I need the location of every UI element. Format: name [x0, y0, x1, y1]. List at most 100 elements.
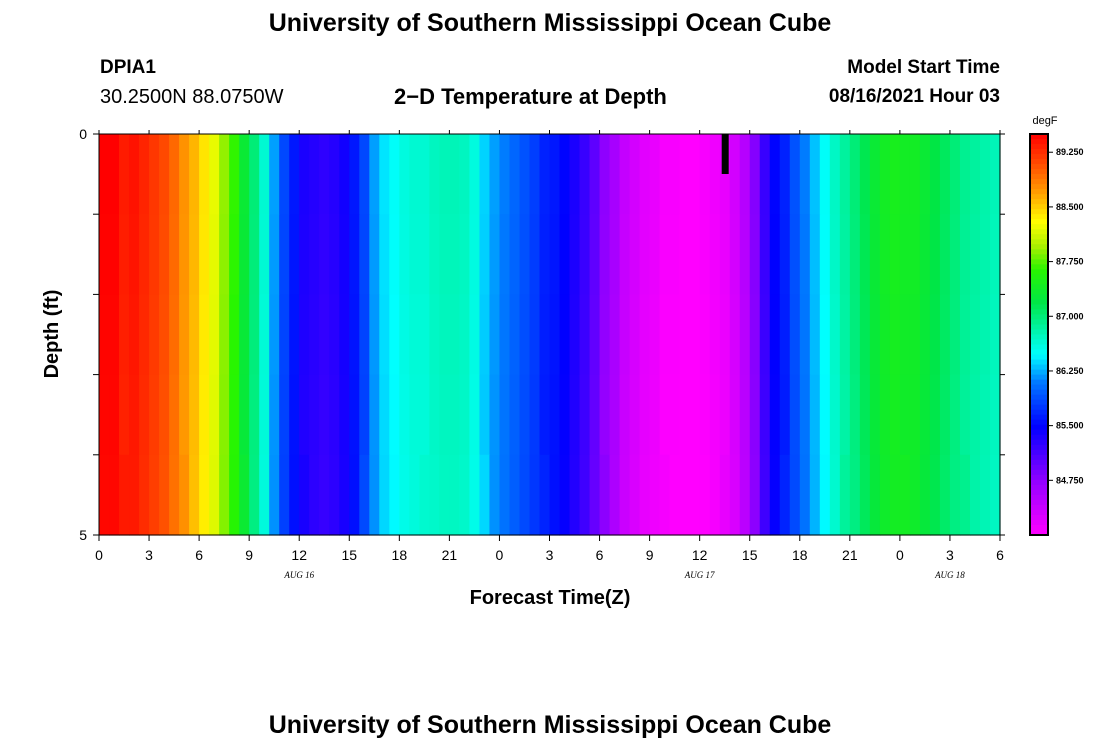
station-id: DPIA1 [100, 57, 156, 78]
y-tick-label: 5 [79, 527, 87, 543]
heatmap-cell [139, 294, 150, 376]
heatmap-cell [699, 374, 711, 456]
heatmap-cell [889, 374, 901, 456]
heatmap-cell [169, 454, 180, 536]
heatmap-cell [959, 374, 971, 456]
x-tick-label: 15 [341, 547, 357, 563]
heatmap-cell [399, 294, 410, 376]
heatmap-cell [209, 374, 220, 456]
heatmap-cell [729, 454, 741, 536]
heatmap-cell [729, 374, 741, 456]
colorbar-segment [1030, 199, 1048, 205]
heatmap-cell [659, 214, 671, 295]
heatmap-cell [779, 454, 791, 536]
heatmap-cell [869, 214, 881, 295]
heatmap-cell [339, 294, 350, 376]
heatmap-cell [429, 134, 440, 215]
heatmap-cell [119, 374, 130, 456]
heatmap-cell [889, 454, 901, 536]
heatmap-cell [459, 374, 471, 456]
colorbar-segment [1030, 414, 1048, 421]
heatmap-cell [109, 294, 120, 376]
heatmap-cell [189, 374, 200, 456]
heatmap-cell [349, 294, 360, 376]
colorbar-segment [1030, 449, 1048, 456]
heatmap-cell [509, 214, 521, 295]
heatmap-cell [859, 134, 871, 215]
heatmap-cell [549, 294, 561, 376]
heatmap-cell [119, 454, 130, 536]
heatmap-cell [149, 214, 160, 295]
heatmap-cell [329, 134, 340, 215]
x-tick-label: 21 [442, 547, 458, 563]
heatmap-cell [849, 374, 861, 456]
heatmap-cell [389, 214, 400, 295]
x-tick-label: 12 [692, 547, 708, 563]
heatmap-cell [329, 374, 340, 456]
colorbar-segment [1030, 189, 1048, 195]
heatmap-cell [899, 134, 911, 215]
heatmap-cell [789, 294, 801, 376]
colorbar-segment [1030, 304, 1048, 311]
heatmap-cell [259, 454, 270, 536]
heatmap-cell [829, 134, 841, 215]
heatmap-cell [149, 294, 160, 376]
heatmap-cell [429, 214, 440, 295]
heatmap-cell [559, 374, 571, 456]
heatmap-cell [409, 294, 420, 376]
colorbar-segment [1030, 474, 1048, 481]
heatmap-cell [679, 134, 691, 215]
heatmap-cell [189, 134, 200, 215]
heatmap-cell [589, 134, 601, 215]
heatmap-cell [959, 214, 971, 295]
heatmap-cell [799, 134, 811, 215]
colorbar-tick-label: 85.500 [1056, 421, 1084, 431]
heatmap-cell [369, 214, 380, 295]
colorbar-segment [1030, 314, 1048, 321]
heatmap-cell [489, 214, 501, 295]
heatmap-cell [869, 454, 881, 536]
heatmap-cell [609, 374, 621, 456]
heatmap-cell [449, 294, 460, 376]
heatmap-cell [939, 294, 951, 376]
colorbar-border [1029, 133, 1049, 536]
heatmap-cell [229, 294, 240, 376]
heatmap-cell [469, 214, 481, 295]
heatmap-cell [219, 134, 230, 215]
heatmap-cell [769, 374, 781, 456]
x-tick-label: 6 [195, 547, 203, 563]
colorbar-tick-label: 86.250 [1056, 366, 1084, 376]
heatmap-cell [679, 294, 691, 376]
colorbar-segment [1030, 229, 1048, 235]
heatmap-cell [789, 134, 801, 215]
heatmap-cell [269, 134, 280, 215]
heatmap-cell [139, 134, 150, 215]
heatmap-cell [969, 134, 981, 215]
heatmap-cell [499, 134, 511, 215]
colorbar-segment [1030, 339, 1048, 346]
heatmap-cell [969, 214, 981, 295]
heatmap-cell [119, 214, 130, 295]
heatmap-cell [99, 294, 110, 376]
heatmap-cell [249, 134, 260, 215]
heatmap-cell [419, 294, 430, 376]
heatmap-cell [839, 374, 851, 456]
heatmap-cell [249, 294, 260, 376]
heatmap-cell [919, 374, 931, 456]
heatmap-cell [909, 214, 921, 295]
heatmap-cell [889, 294, 901, 376]
heatmap-cell [619, 374, 631, 456]
colorbar-tick-label: 89.250 [1056, 147, 1084, 157]
heatmap-cell [189, 454, 200, 536]
heatmap-cell [759, 214, 771, 295]
colorbar-segment [1030, 209, 1048, 215]
heatmap-cell [99, 374, 110, 456]
heatmap-cell [249, 214, 260, 295]
heatmap-cell [649, 374, 661, 456]
colorbar-segment [1030, 529, 1048, 536]
heatmap-cell [359, 294, 370, 376]
heatmap-cell [929, 454, 941, 536]
heatmap-cell [349, 374, 360, 456]
colorbar-tick-label: 87.000 [1056, 311, 1084, 321]
heatmap-cell [289, 374, 300, 456]
